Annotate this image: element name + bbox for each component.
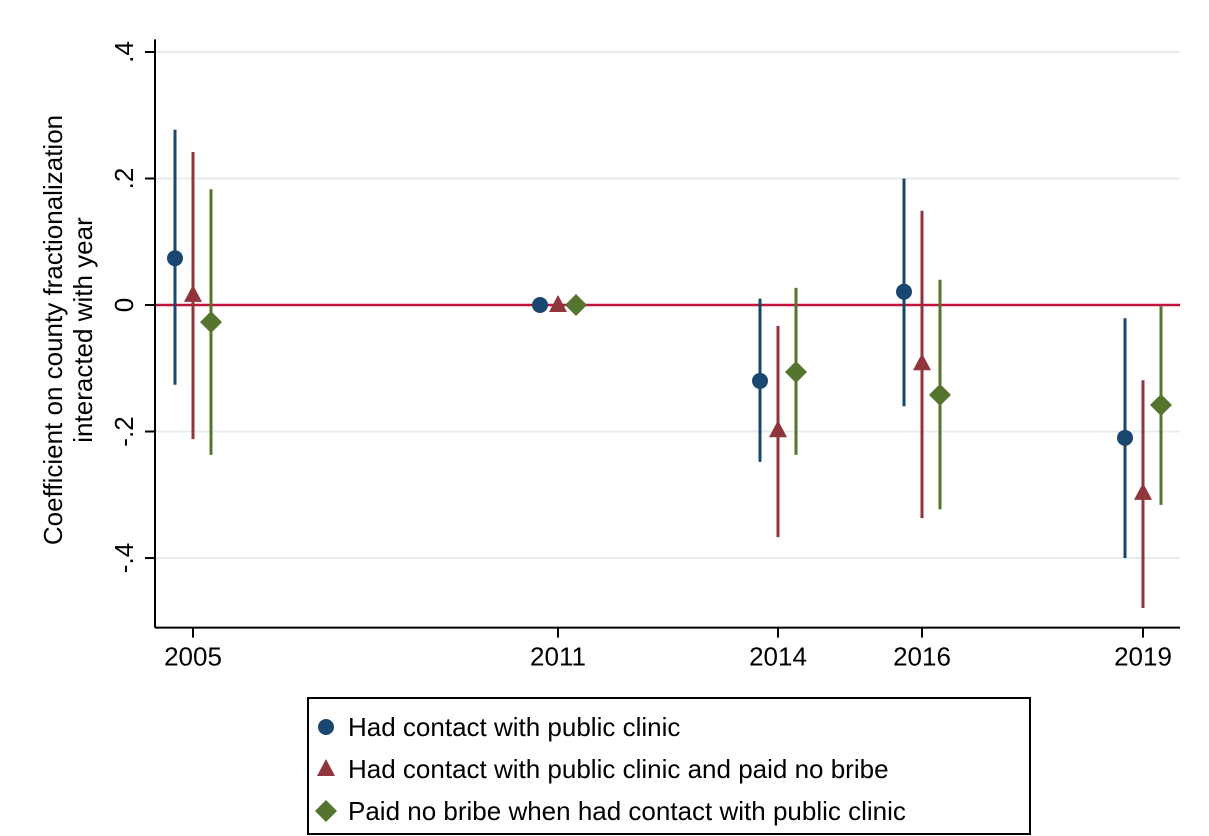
point: [1134, 482, 1152, 500]
x-tick-label: 2011: [530, 642, 586, 672]
point: [929, 383, 951, 406]
y-tick-label: 0: [109, 298, 139, 312]
point: [752, 372, 768, 389]
legend-marker: [317, 759, 335, 776]
point: [167, 250, 183, 267]
legend-box: [307, 697, 1031, 835]
point: [532, 297, 548, 314]
point: [184, 284, 202, 302]
legend-label: Had contact with public clinic and paid …: [348, 754, 889, 784]
point: [913, 353, 931, 371]
x-tick-label: 2014: [749, 642, 807, 672]
legend-marker: [318, 719, 334, 735]
y-tick-label: -.2: [109, 416, 139, 446]
legend-label: Had contact with public clinic: [348, 712, 680, 742]
y-tick-label: .2: [109, 168, 139, 190]
point: [896, 283, 912, 300]
y-tick-label: -.4: [109, 543, 139, 573]
x-tick-label: 2016: [893, 642, 951, 672]
y-axis-label: interacted with year: [68, 217, 98, 443]
y-axis-label: Coefficient on county fractionalization: [38, 115, 68, 545]
point: [1150, 393, 1172, 416]
y-tick-label: .4: [109, 41, 139, 63]
x-tick-label: 2005: [164, 642, 222, 672]
x-tick-label: 2019: [1114, 642, 1172, 672]
point: [785, 361, 807, 384]
point: [549, 295, 567, 313]
point: [1117, 429, 1133, 446]
legend-marker: [315, 800, 337, 822]
point: [769, 420, 787, 438]
point: [565, 294, 587, 317]
legend-label: Paid no bribe when had contact with publ…: [348, 796, 906, 826]
point: [200, 311, 222, 334]
